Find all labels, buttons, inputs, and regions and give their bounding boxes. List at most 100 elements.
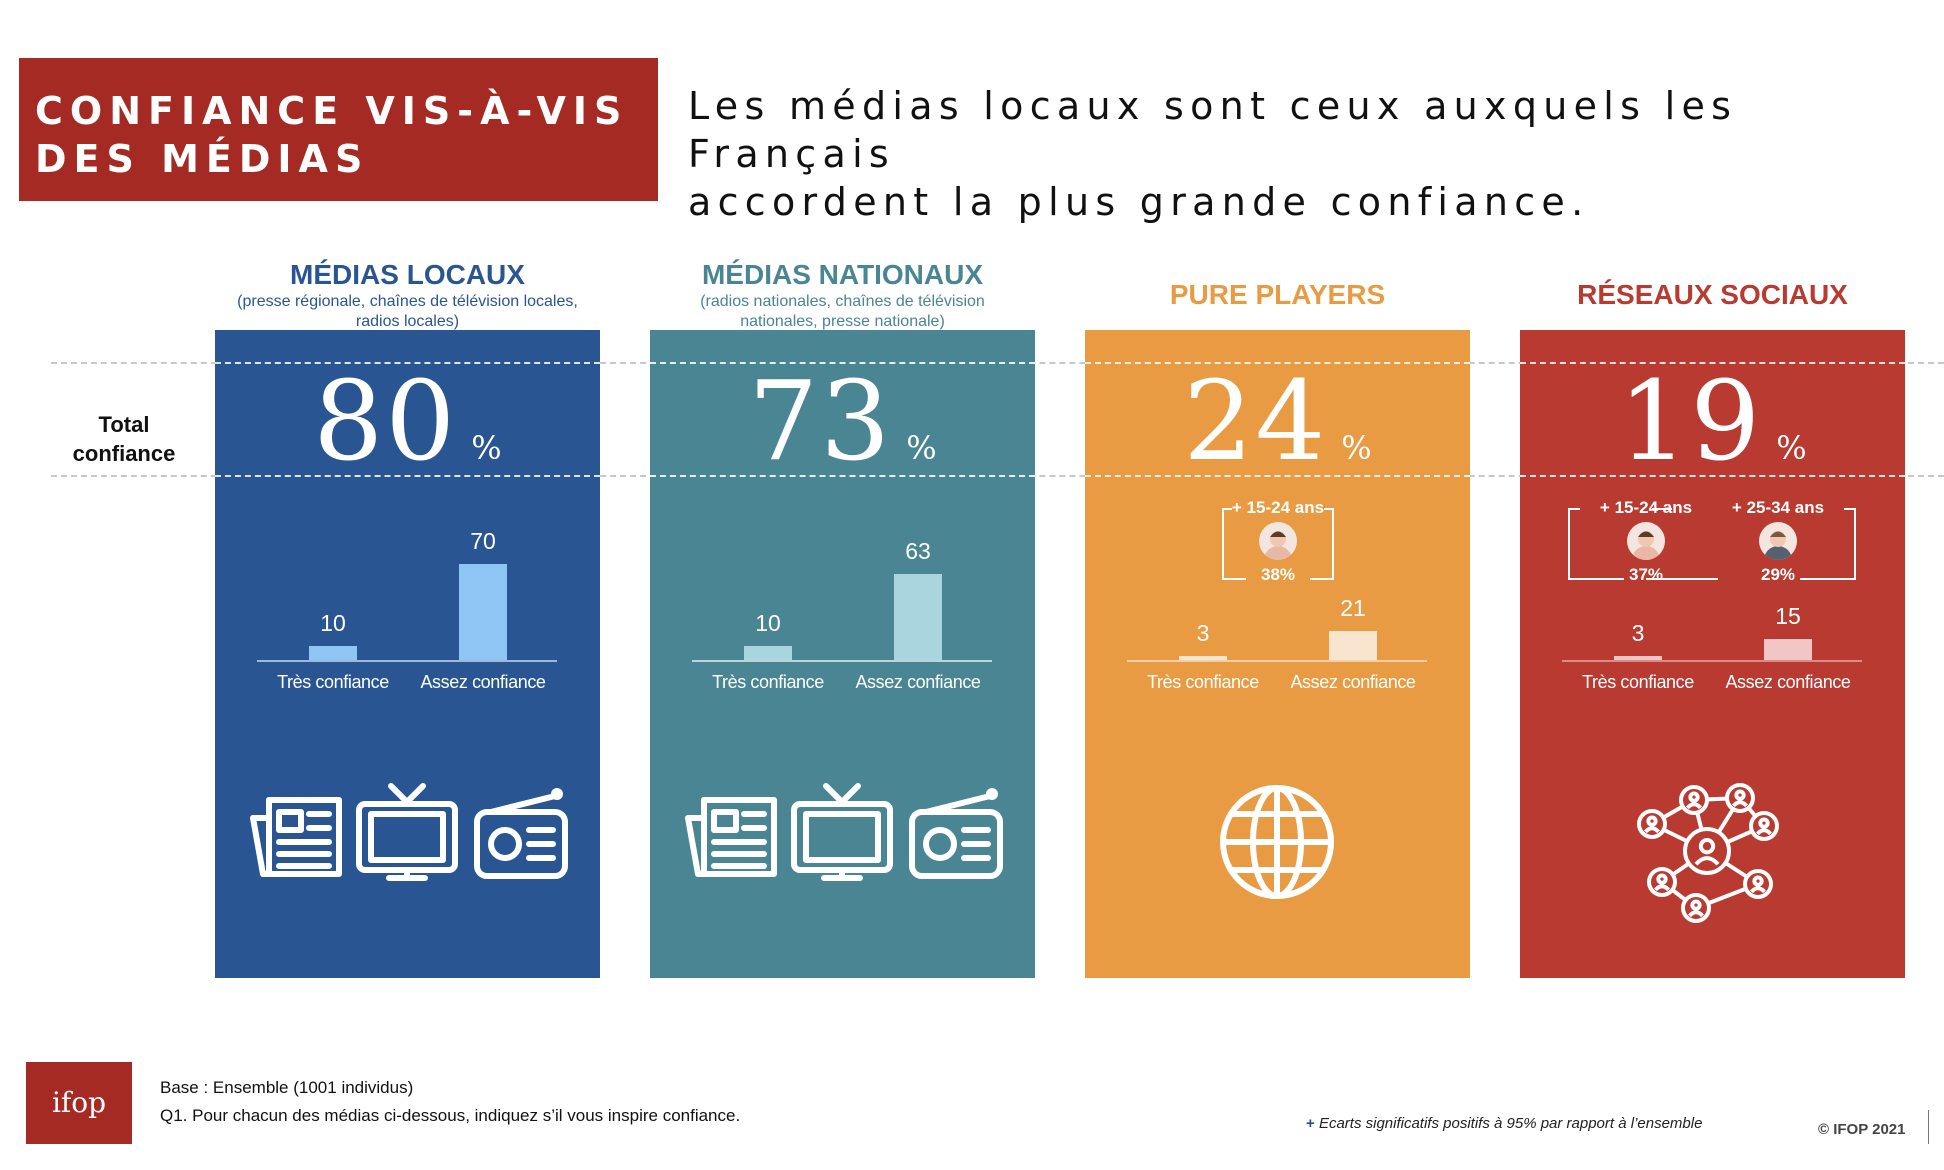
bar-value-label: 15 bbox=[1775, 603, 1801, 630]
panel-title: PURE PLAYERS bbox=[1169, 279, 1386, 310]
panel-medias-nationaux: 73% 10 Très confiance 63 Assez confiance bbox=[650, 330, 1035, 978]
bar-value-label: 3 bbox=[1631, 619, 1645, 646]
category-label: Assez confiance bbox=[855, 672, 981, 692]
panel-title: RÉSEAUX SOCIAUX bbox=[1577, 279, 1848, 310]
total-number: 73 bbox=[748, 357, 893, 485]
percent-sign: % bbox=[1341, 429, 1372, 467]
panel-title: MÉDIAS LOCAUX bbox=[290, 259, 525, 290]
plus-sign: + bbox=[1306, 1115, 1315, 1132]
bracket-line bbox=[1310, 578, 1334, 580]
panel-pure-players: 24% + 15-24 ans 38% 3 Très confiance 21 Assez… bbox=[1085, 330, 1470, 978]
bar-value-label: 10 bbox=[755, 610, 781, 637]
category-label: Assez confiance bbox=[420, 672, 546, 692]
bar-value-label: 3 bbox=[1196, 619, 1210, 646]
total-number: 80 bbox=[313, 357, 458, 485]
bracket-line bbox=[1652, 508, 1672, 510]
newspaper-icon bbox=[685, 797, 777, 877]
bar-tres-confiance bbox=[1179, 655, 1227, 660]
bracket-line bbox=[1646, 578, 1718, 580]
segment-label: + 15-24 ans bbox=[1599, 498, 1693, 517]
bar-value-label: 63 bbox=[905, 537, 931, 564]
bracket-line bbox=[1324, 508, 1334, 510]
bracket-line bbox=[1844, 508, 1856, 510]
segment-value: 29% bbox=[1760, 565, 1796, 584]
category-label: Très confiance bbox=[277, 672, 389, 692]
avatar-icon bbox=[1759, 522, 1797, 560]
tv-icon bbox=[791, 783, 893, 881]
bar-axis bbox=[1127, 660, 1427, 662]
radio-icon bbox=[474, 788, 568, 879]
total-number: 24 bbox=[1183, 357, 1328, 485]
category-label: Très confiance bbox=[1147, 672, 1259, 692]
bar-assez-confiance bbox=[894, 573, 942, 660]
base-note: Base : Ensemble (1001 individus) Q1. Pou… bbox=[160, 1074, 740, 1130]
segment-bracket bbox=[1568, 508, 1856, 578]
bar-axis bbox=[1562, 660, 1862, 662]
bar-value-label: 21 bbox=[1340, 595, 1366, 622]
total-band-segment bbox=[215, 362, 600, 477]
bracket-line bbox=[1800, 578, 1856, 580]
globe-icon bbox=[1220, 785, 1334, 899]
panel-header-medias-nationaux: MÉDIAS NATIONAUX (radios nationales, chaî… bbox=[610, 258, 1075, 332]
significance-note: + Ecarts significatifs positifs à 95% pa… bbox=[1306, 1115, 1702, 1132]
total-value: 80% bbox=[215, 366, 600, 503]
bar-tres-confiance bbox=[744, 646, 792, 660]
panel-header-pure-players: PURE PLAYERS bbox=[1045, 278, 1510, 312]
bar-axis bbox=[692, 660, 992, 662]
category-label: Assez confiance bbox=[1725, 672, 1851, 692]
headline: Les médias locaux sont ceux auxquels les… bbox=[688, 84, 1738, 224]
segment-label: + 25-34 ans bbox=[1731, 498, 1825, 517]
panel-title: MÉDIAS NATIONAUX bbox=[701, 259, 984, 290]
segment-value: 38% bbox=[1260, 565, 1296, 584]
category-label: Très confiance bbox=[1582, 672, 1694, 692]
segment-bracket bbox=[1222, 508, 1334, 578]
segment-value: 37% bbox=[1628, 565, 1664, 584]
panel-reseaux-sociaux: 19% + 15-24 ans 37% + 25-34 ans 29% 3 Très c… bbox=[1520, 330, 1905, 978]
bracket-line bbox=[1222, 578, 1246, 580]
bar-value-label: 70 bbox=[470, 528, 496, 554]
bracket-line bbox=[1568, 578, 1624, 580]
bracket-line bbox=[1222, 508, 1232, 510]
tv-icon bbox=[356, 783, 458, 881]
ifop-logo: ifop bbox=[26, 1062, 132, 1144]
total-value: 24% bbox=[1085, 366, 1470, 503]
copyright: © IFOP 2021 bbox=[1818, 1121, 1906, 1138]
total-number: 19 bbox=[1618, 357, 1763, 485]
panel-header-medias-locaux: MÉDIAS LOCAUX (presse régionale, chaînes … bbox=[175, 258, 640, 332]
total-band-segment bbox=[1085, 362, 1470, 477]
bar-assez-confiance bbox=[1329, 631, 1377, 660]
bar-tres-confiance bbox=[1614, 655, 1662, 660]
total-band-segment bbox=[1520, 362, 1905, 477]
panel-subtitle: (presse régionale, chaînes de télévision… bbox=[237, 293, 578, 330]
avatar-icon bbox=[1259, 522, 1297, 560]
category-label: Assez confiance bbox=[1290, 672, 1416, 692]
category-label: Très confiance bbox=[712, 672, 824, 692]
panel-medias-locaux: 80% 10 Très confiance 70 Assez confiance bbox=[215, 330, 600, 978]
page-title: CONFIANCE VIS-À-VIS DES MÉDIAS bbox=[35, 89, 629, 181]
total-confidence-label: Total confiance bbox=[72, 412, 176, 466]
significance-text: Ecarts significatifs positifs à 95% par … bbox=[1318, 1115, 1703, 1132]
bar-assez-confiance bbox=[1764, 639, 1812, 660]
total-band-segment bbox=[650, 362, 1035, 477]
bar-value-label: 10 bbox=[320, 610, 346, 637]
newspaper-icon bbox=[250, 797, 342, 877]
radio-icon bbox=[909, 788, 1003, 879]
social-network-icon bbox=[1637, 783, 1779, 923]
bar-tres-confiance bbox=[309, 646, 357, 660]
panel-header-reseaux-sociaux: RÉSEAUX SOCIAUX bbox=[1480, 278, 1944, 312]
total-value: 73% bbox=[650, 366, 1035, 503]
total-value: 19% bbox=[1520, 366, 1905, 503]
question-text: Q1. Pour chacun des médias ci-dessous, i… bbox=[160, 1106, 741, 1125]
panel-subtitle: (radios nationales, chaînes de télévisio… bbox=[700, 293, 985, 330]
percent-sign: % bbox=[471, 429, 502, 467]
avatar-icon bbox=[1627, 522, 1665, 560]
footer-divider bbox=[1928, 1110, 1929, 1144]
bracket-line bbox=[1568, 508, 1580, 510]
base-text: Base : Ensemble (1001 individus) bbox=[160, 1078, 414, 1097]
bar-assez-confiance bbox=[459, 564, 507, 660]
percent-sign: % bbox=[906, 429, 937, 467]
segment-label: + 15-24 ans bbox=[1231, 498, 1325, 517]
percent-sign: % bbox=[1776, 429, 1807, 467]
bar-axis bbox=[257, 660, 557, 662]
title-box: CONFIANCE VIS-À-VIS DES MÉDIAS bbox=[19, 58, 658, 201]
